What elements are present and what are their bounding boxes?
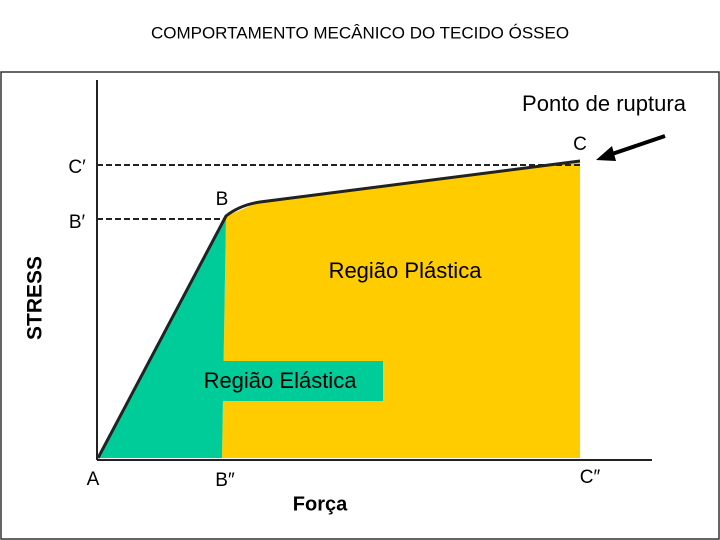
annotation: Ponto de ruptura [522, 91, 687, 116]
point-label: B″ [215, 470, 235, 491]
y-axis-label: STRESS [24, 256, 47, 340]
frame [0, 71, 720, 540]
curve [96, 159, 581, 459]
plastic-label: Região Plástica [329, 258, 483, 283]
point-label: C′ [68, 157, 86, 178]
point-label: B [216, 189, 229, 210]
point-label: C″ [580, 467, 601, 488]
x-axis-label: Força [293, 493, 348, 515]
elastic-label: Região Elástica [204, 368, 358, 393]
point-label: C [573, 134, 587, 155]
arrow-shaft [611, 134, 666, 156]
point-label: B′ [69, 212, 86, 233]
arrow-head [596, 146, 616, 161]
point-label: A [87, 469, 100, 490]
plastic-region [222, 161, 580, 458]
elastic-label-box [180, 361, 383, 401]
title: COMPORTAMENTO MECÂNICO DO TECIDO ÓSSEO [151, 23, 569, 42]
